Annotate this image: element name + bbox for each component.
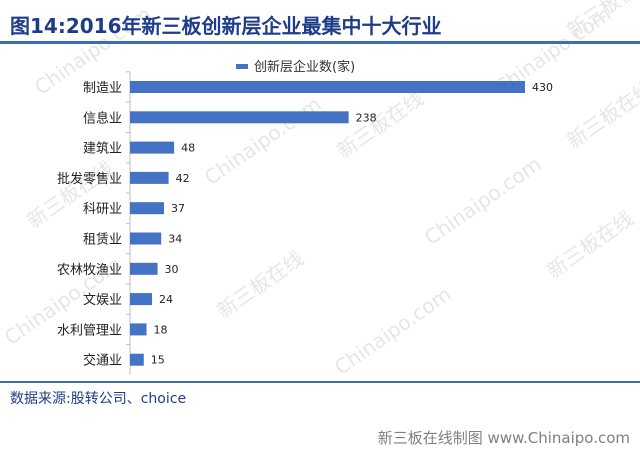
category-label: 制造业: [83, 81, 122, 96]
bar: [130, 81, 525, 93]
bar: [130, 262, 158, 275]
data-label: 30: [165, 263, 179, 276]
category-label: 信息业: [83, 110, 122, 126]
category-label: 水利管理业: [57, 323, 122, 338]
bar: [130, 232, 162, 245]
bar: [130, 323, 147, 336]
bar: [130, 353, 144, 366]
data-label: 24: [159, 293, 173, 306]
bar: [130, 111, 349, 124]
title-divider: [0, 41, 640, 44]
bar: [130, 171, 169, 184]
data-label: 37: [171, 202, 185, 215]
legend-label: 创新层企业数(家): [254, 59, 355, 75]
category-label: 批发零售业: [57, 171, 122, 187]
legend-swatch: [236, 64, 248, 69]
bar: [130, 293, 153, 306]
data-label: 18: [154, 323, 168, 336]
data-source: 数据来源:股转公司、choice: [10, 391, 187, 407]
category-label: 农林牧渔业: [57, 263, 122, 278]
category-label: 文娱业: [83, 293, 122, 308]
category-label: 科研业: [83, 202, 122, 217]
category-label: 租赁业: [83, 233, 122, 248]
data-label: 238: [356, 111, 377, 124]
data-label: 48: [181, 142, 195, 155]
bar: [130, 141, 175, 154]
category-label: 建筑业: [83, 141, 122, 157]
bottom-divider: [0, 381, 640, 383]
footer-credit: 新三板在线制图 www.Chinaipo.com: [377, 429, 630, 447]
data-label: 34: [168, 233, 182, 246]
category-label: 交通业: [83, 353, 122, 369]
bar: [130, 202, 164, 215]
data-label: 42: [176, 172, 190, 185]
chart-title: 图14:2016年新三板创新层企业最集中十大行业: [10, 14, 442, 38]
data-label: 15: [151, 354, 165, 367]
data-label: 430: [532, 81, 553, 94]
